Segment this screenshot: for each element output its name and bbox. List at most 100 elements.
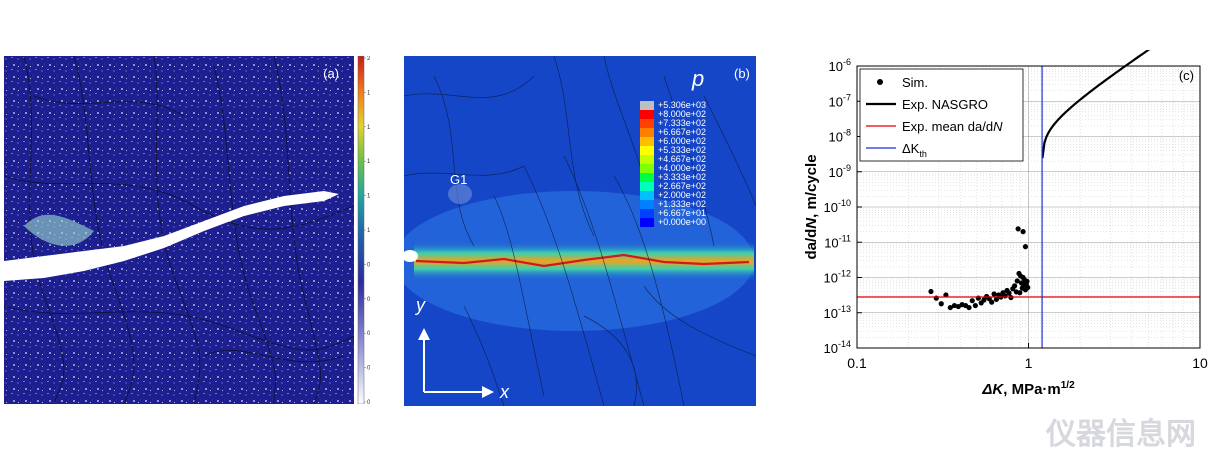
- panel-a-label: (a): [323, 66, 339, 81]
- axis-x-label: x: [499, 382, 510, 402]
- sim-data-point: [1006, 290, 1012, 296]
- sim-data-point: [1022, 244, 1029, 250]
- panel-a-microstructure: (a) 2 1.8 1.6 1.4 1.2 1 0.8 0.6 0.4 0.2 0: [4, 56, 370, 404]
- y-tick-label: 10-11: [824, 233, 851, 250]
- legend-swatch: [640, 110, 654, 119]
- sim-data-point: [1015, 226, 1021, 232]
- colorbar-tick-label: 1.6: [367, 125, 370, 131]
- sim-data-point: [966, 304, 972, 311]
- colorbar-tick-label: 1.4: [367, 159, 370, 165]
- legend-value: +0.000e+00: [658, 217, 706, 227]
- sim-data-point: [943, 292, 949, 298]
- chart-legend: Sim. Exp. NASGRO Exp. mean da/dN ΔKth: [859, 68, 1024, 162]
- sim-data-point: [1012, 283, 1018, 289]
- panel-c-label: (c): [1179, 68, 1194, 83]
- sim-data-point: [989, 299, 995, 305]
- y-tick-label: 10-13: [824, 304, 851, 321]
- legend-value: +7.333e+02: [658, 118, 706, 128]
- y-axis-label-a: da/d: [803, 229, 820, 260]
- x-axis-label: ΔK, MPa·m1/2: [981, 380, 1075, 398]
- sim-data-point: [991, 291, 997, 297]
- legend-value: +4.667e+02: [658, 154, 706, 164]
- legend-swatch: [640, 146, 654, 155]
- legend-value: +8.000e+02: [658, 109, 706, 119]
- legend-entry-label: Sim.: [902, 75, 928, 90]
- axis-triad: y x: [414, 295, 510, 402]
- colorbar-tick-label: 1: [367, 228, 370, 234]
- sim-data-point: [972, 302, 978, 309]
- panel-a-colorbar: [357, 56, 365, 404]
- sim-data-point: [981, 297, 987, 303]
- crack-line: [415, 253, 750, 268]
- y-axis-label-n: N: [803, 217, 820, 229]
- colorbar-tick-label: 0.2: [367, 366, 370, 372]
- axis-y-label: y: [414, 295, 426, 315]
- legend-value: +6.667e+01: [658, 208, 706, 218]
- panel-b-label: (b): [734, 66, 750, 81]
- legend-swatch: [640, 119, 654, 128]
- hotspot-region: [24, 214, 94, 246]
- chart-axes: 0.1 1 10 10-14 10-13 10-12 10-11 10-10 10-9 10-8 1…: [824, 57, 1208, 371]
- sim-data-point: [1020, 229, 1026, 235]
- legend-value: +1.333e+02: [658, 199, 706, 209]
- variable-label: p: [691, 66, 704, 91]
- colorbar-tick-label: 0: [367, 400, 370, 404]
- sim-data-point: [1025, 284, 1031, 291]
- sim-data-point: [928, 288, 934, 295]
- x-tick-label: 0.1: [847, 355, 867, 371]
- y-tick-label: 10-12: [824, 269, 851, 286]
- watermark-logo: 仪器信息网: [1046, 417, 1196, 452]
- sim-data-point: [933, 295, 939, 301]
- x-arrowhead-icon: [482, 386, 494, 398]
- legend-entry-label: Exp. NASGRO: [902, 97, 988, 112]
- colorbar-tick-label: 1.2: [367, 194, 370, 200]
- y-tick-label: 10-8: [829, 128, 851, 145]
- panel-a-colorbar-ticks: 2 1.8 1.6 1.4 1.2 1 0.8 0.6 0.4 0.2 0: [364, 56, 370, 404]
- contour-legend: +5.306e+03+8.000e+02+7.333e+02+6.667e+02…: [640, 100, 706, 227]
- legend-value: +6.667e+02: [658, 127, 706, 137]
- legend-value: +5.306e+03: [658, 100, 706, 110]
- colorbar-tick-label: 0.4: [367, 331, 370, 337]
- notch: [404, 250, 418, 262]
- panel-b-contour: G1 p (b) +5.306e+03 +8.000e+02 +7.333e+02 +…: [404, 56, 756, 406]
- legend-entry-label: ΔKth: [902, 141, 927, 159]
- legend-swatch: [640, 218, 654, 227]
- y-tick-label: 10-10: [824, 198, 851, 215]
- y-arrowhead-icon: [418, 328, 430, 340]
- sim-data-point: [993, 296, 1000, 302]
- x-axis-label-symbol: ΔK: [981, 381, 1004, 398]
- legend-swatch: [640, 101, 654, 110]
- legend-swatch: [640, 209, 654, 218]
- colorbar-tick-label: 1.8: [367, 90, 370, 96]
- legend-value: +2.000e+02: [658, 190, 706, 200]
- grain-g1-label: G1: [450, 172, 467, 187]
- legend-swatch: [640, 164, 654, 173]
- legend-swatch: [640, 137, 654, 146]
- sim-data-point: [975, 295, 981, 301]
- colorbar-tick-label: 2: [367, 56, 370, 62]
- sim-data-point: [969, 298, 975, 304]
- panel-c-chart: 0.1 1 10 10-14 10-13 10-12 10-11 10-10 10-9 10-8 1…: [792, 13, 1212, 422]
- legend-value: +6.000e+02: [658, 136, 706, 146]
- x-tick-label: 10: [1192, 355, 1208, 371]
- legend-swatch: [640, 128, 654, 137]
- legend-value: +3.333e+02: [658, 172, 706, 182]
- sim-data-point: [1024, 278, 1030, 284]
- chart-series: [857, 13, 1201, 348]
- legend-swatch: [640, 173, 654, 182]
- legend-value: +2.667e+02: [658, 181, 706, 191]
- sim-data-point: [938, 301, 944, 307]
- legend-swatch: [640, 191, 654, 200]
- sim-data-point: [1017, 290, 1023, 296]
- crack-path: [4, 191, 339, 281]
- x-tick-label: 1: [1025, 355, 1033, 371]
- sim-data-point: [951, 302, 958, 309]
- x-axis-label-unit: , MPa·m: [1003, 381, 1061, 398]
- y-tick-label: 10-7: [829, 92, 851, 109]
- sim-data-point: [1014, 278, 1020, 284]
- legend-marker-dot: [877, 79, 883, 85]
- legend-swatch: [640, 200, 654, 209]
- y-axis-label-unit: , m/cycle: [803, 154, 820, 217]
- grain-g1-marker: [448, 184, 472, 204]
- legend-swatch: [640, 155, 654, 164]
